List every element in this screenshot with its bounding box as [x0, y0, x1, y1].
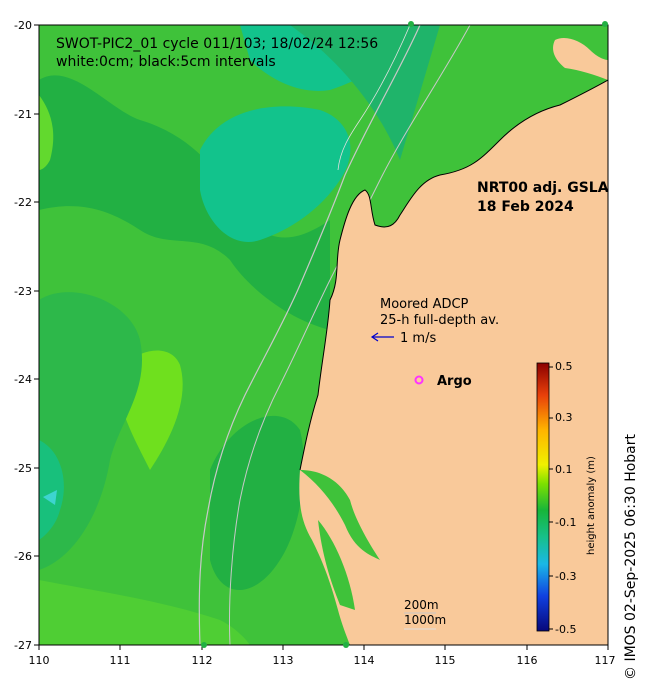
colorbar-tick-label: -0.3 — [555, 570, 576, 583]
anomaly-patch-low-west — [39, 292, 143, 570]
map-title: SWOT-PIC2_01 cycle 011/103; 18/02/24 12:… — [56, 36, 378, 52]
y-tick-label: -27 — [14, 639, 32, 652]
x-tick-label: 113 — [273, 654, 294, 667]
anomaly-spot-cyan — [43, 490, 57, 505]
shark-bay-inlet-2 — [318, 520, 355, 610]
map-subtitle: white:0cm; black:5cm intervals — [56, 54, 276, 70]
map-area — [39, 25, 608, 645]
plot-frame — [38, 24, 609, 646]
isobath-1000m — [198, 25, 421, 645]
colorbar-tick-label: -0.5 — [555, 623, 576, 636]
anomaly-patch-cyan-west — [39, 440, 64, 540]
edge-marker-north — [408, 21, 414, 27]
product-label: NRT00 adj. GSLA — [477, 180, 609, 196]
colorbar-tick-label: 0.1 — [555, 463, 573, 476]
anomaly-patch-high-west — [39, 95, 54, 170]
y-tick-label: -23 — [14, 285, 32, 298]
x-axis: 110 111 112 113 114 115 116 117 — [29, 645, 616, 667]
colorbar-tick-label: 0.3 — [555, 411, 573, 424]
x-tick-label: 112 — [192, 654, 213, 667]
adcp-sublabel: 25-h full-depth av. — [380, 313, 499, 328]
y-tick-label: -24 — [14, 373, 32, 386]
anomaly-patch-cyan-north — [200, 106, 351, 242]
isobath-extra — [337, 25, 411, 171]
edge-marker-south — [343, 642, 349, 648]
x-tick-label: 115 — [435, 654, 456, 667]
depth-label-200m: 200m — [404, 598, 439, 612]
x-tick-label: 117 — [595, 654, 616, 667]
adcp-label: Moored ADCP — [380, 297, 469, 312]
argo-label: Argo — [437, 374, 472, 389]
colorbar-gradient — [536, 362, 550, 632]
land-australia — [299, 80, 608, 645]
argo-marker-icon — [414, 375, 424, 385]
edge-marker-ne — [602, 21, 608, 27]
y-axis: -20 -21 -22 -23 -24 -25 -26 -27 — [14, 19, 39, 652]
y-tick-label: -26 — [14, 550, 32, 563]
x-tick-label: 110 — [29, 654, 50, 667]
colorbar-tick-label: -0.1 — [555, 516, 576, 529]
copyright-credit: © IMOS 02-Sep-2025 06:30 Hobart — [623, 434, 639, 680]
shark-bay-inlet — [300, 470, 380, 560]
anomaly-patch-low-north — [39, 75, 330, 330]
arrow-left-icon — [370, 332, 394, 342]
y-tick-label: -22 — [14, 196, 32, 209]
y-tick-label: -21 — [14, 108, 32, 121]
x-tick-label: 114 — [354, 654, 375, 667]
depth-label-1000m: 1000m — [404, 613, 446, 627]
land-islands-north — [553, 38, 608, 80]
colorbar: 0.5 0.3 0.1 -0.1 -0.3 -0.5 height anomal… — [536, 360, 597, 636]
product-date: 18 Feb 2024 — [477, 199, 574, 215]
anomaly-patch-south — [39, 580, 250, 645]
x-tick-label: 111 — [110, 654, 131, 667]
coastline — [299, 79, 608, 471]
colorbar-label: height anomaly (m) — [586, 456, 597, 555]
x-tick-label: 116 — [517, 654, 538, 667]
adcp-scale-label: 1 m/s — [400, 331, 436, 346]
anomaly-patch-coastal-north — [290, 25, 440, 160]
y-tick-label: -25 — [14, 462, 32, 475]
isobath-200m — [228, 25, 471, 645]
colorbar-tick-label: 0.5 — [555, 360, 573, 373]
y-tick-label: -20 — [14, 19, 32, 32]
edge-marker-sw — [201, 642, 207, 648]
